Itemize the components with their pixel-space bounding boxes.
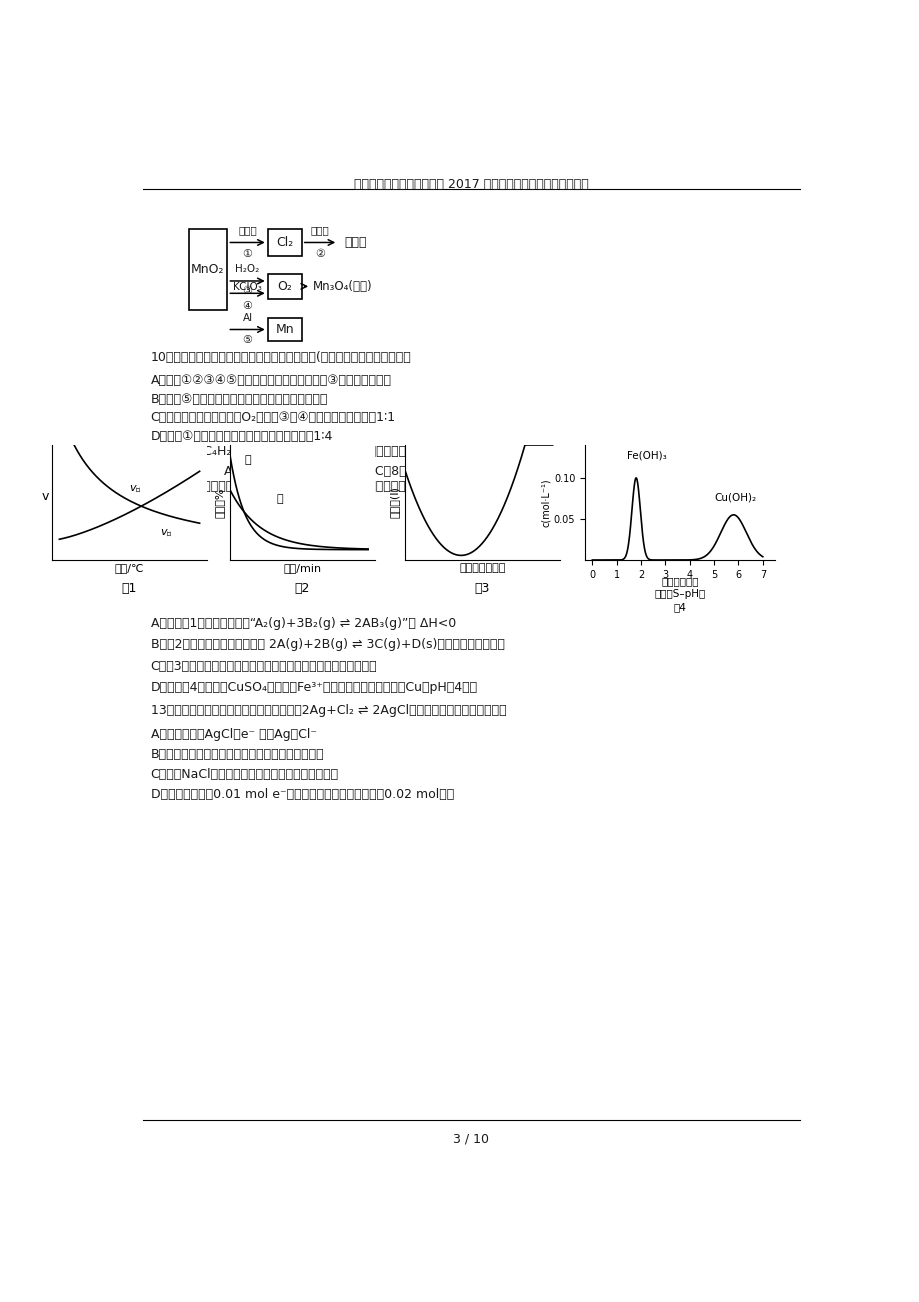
- Text: 图1: 图1: [121, 582, 137, 595]
- Text: 11．分子式为C₄H₂Cl₈的同分异构体共有（不考虑立体异构）（　　）: 11．分子式为C₄H₂Cl₈的同分异构体共有（不考虑立体异构）（ ）: [151, 445, 406, 458]
- Text: 乙: 乙: [276, 495, 283, 504]
- X-axis label: 时间/min: 时间/min: [283, 562, 322, 573]
- Text: ②: ②: [314, 249, 324, 259]
- Text: ⑤: ⑤: [243, 335, 252, 345]
- Y-axis label: 反应物%: 反应物%: [214, 487, 224, 518]
- Y-axis label: c(mol·L⁻¹): c(mol·L⁻¹): [540, 478, 550, 527]
- Text: 3 / 10: 3 / 10: [453, 1133, 489, 1146]
- Text: B．图2可能表示压强对可逆反应 2A(g)+2B(g) ⇌ 3C(g)+D(s)的影响，乙的压强大: B．图2可能表示压强对可逆反应 2A(g)+2B(g) ⇌ 3C(g)+D(s)…: [151, 638, 504, 651]
- Text: D．反应①中氧化剂与还原剂的物质的量之比为1∶4: D．反应①中氧化剂与还原剂的物质的量之比为1∶4: [151, 430, 333, 443]
- Text: A．根据图1可判断可逆反应“A₂(g)+3B₂(g) ⇌ 2AB₃(g)”的 ΔH<0: A．根据图1可判断可逆反应“A₂(g)+3B₂(g) ⇌ 2AB₃(g)”的 Δ…: [151, 617, 456, 630]
- Text: Fe(OH)₃: Fe(OH)₃: [626, 450, 666, 461]
- Text: H₂O₂: H₂O₂: [235, 264, 259, 273]
- Text: 12．化学中常用图像直观地描述化学反应的进程或结果。下列图像描述正确的是（　　）: 12．化学中常用图像直观地描述化学反应的进程或结果。下列图像描述正确的是（ ）: [151, 479, 451, 492]
- Text: $v_{正}$: $v_{正}$: [130, 483, 142, 495]
- Text: Mn: Mn: [275, 323, 294, 336]
- Text: MnO₂: MnO₂: [191, 263, 224, 276]
- Bar: [267, 229, 301, 255]
- Bar: [267, 318, 301, 341]
- Text: ④: ④: [243, 301, 252, 311]
- Text: 甲: 甲: [244, 456, 251, 465]
- Text: 漂白精: 漂白精: [344, 236, 367, 249]
- X-axis label: 新加入物质的量: 新加入物质的量: [459, 562, 505, 573]
- Text: Mn₃O₄(黑锦): Mn₃O₄(黑锦): [312, 280, 372, 293]
- Text: KClO₃: KClO₃: [233, 281, 262, 292]
- Text: C．若用NaCl溶液代替盐酸，则电池总反应随之改变: C．若用NaCl溶液代替盐酸，则电池总反应随之改变: [151, 768, 338, 781]
- Bar: [267, 273, 301, 298]
- Text: A．正极反应为AgCl＋e⁻ ＝＝Ag＋Cl⁻: A．正极反应为AgCl＋e⁻ ＝＝Ag＋Cl⁻: [151, 728, 316, 741]
- Text: 10．根据如图的转化关系判断下列说法正确的是(反应条件已略去）（　　）: 10．根据如图的转化关系判断下列说法正确的是(反应条件已略去）（ ）: [151, 352, 411, 365]
- Text: D．当电路中转移0.01 mol e⁻时，交换膜左侧溶液中约减少0.02 mol离子: D．当电路中转移0.01 mol e⁻时，交换膜左侧溶液中约减少0.02 mol…: [151, 788, 453, 801]
- Text: ①: ①: [243, 249, 252, 259]
- Text: 黑龙江省双鸭山市第一中学 2017 届高三化学上学期期末考试试题: 黑龙江省双鸭山市第一中学 2017 届高三化学上学期期末考试试题: [354, 178, 588, 191]
- Text: 石灰乳: 石灰乳: [311, 225, 329, 234]
- Text: 浓盐酸: 浓盐酸: [238, 225, 256, 234]
- Y-axis label: v: v: [41, 490, 49, 503]
- X-axis label: 温度/℃: 温度/℃: [115, 562, 144, 573]
- Text: A．10种          B．9种          C．8种          D．7种: A．10种 B．9种 C．8种 D．7种: [192, 465, 479, 478]
- Text: 难溶金属氢氧
化物的S–pH图
图4: 难溶金属氢氧 化物的S–pH图 图4: [653, 577, 705, 613]
- Text: C．相同条件下生成等量的O₂，反应③和④转移的电子数之比为1∶1: C．相同条件下生成等量的O₂，反应③和④转移的电子数之比为1∶1: [151, 411, 395, 424]
- Text: 图2: 图2: [294, 582, 310, 595]
- Text: D．根据图4，若除去CuSO₄溶液中的Fe³⁺可采用向溶液中加入适量Cu至pH在4左右: D．根据图4，若除去CuSO₄溶液中的Fe³⁺可采用向溶液中加入适量Cu至pH在…: [151, 681, 477, 694]
- Bar: [188, 229, 227, 310]
- Text: B．反应⑤说明该条件下铝可用于制燕点较高的金属: B．反应⑤说明该条件下铝可用于制燕点较高的金属: [151, 393, 328, 406]
- Text: Cu(OH)₂: Cu(OH)₂: [713, 492, 755, 503]
- Text: O₂: O₂: [277, 280, 292, 293]
- Text: C．图3可表示乙酸溶液中通入氨气至过量过程中溶液导电性的变化: C．图3可表示乙酸溶液中通入氨气至过量过程中溶液导电性的变化: [151, 660, 377, 673]
- Text: Al: Al: [243, 312, 253, 323]
- Text: ③: ③: [243, 286, 252, 297]
- Text: $v_{逆}$: $v_{逆}$: [160, 527, 173, 539]
- Text: 图3: 图3: [474, 582, 490, 595]
- Text: 13．某原电池装置如图所示，电池总反应为2Ag+Cl₂ ⇌ 2AgCl。下列说法正确的是（　　）: 13．某原电池装置如图所示，电池总反应为2Ag+Cl₂ ⇌ 2AgCl。下列说法…: [151, 704, 505, 717]
- Text: B．放电时，交换膜右侧溶液中有大量白色沉淠生成: B．放电时，交换膜右侧溶液中有大量白色沉淠生成: [151, 747, 323, 760]
- Text: Cl₂: Cl₂: [276, 236, 293, 249]
- Text: A．反应①②③④⑤均属于氧化还原反应，反应③还属于置换反应: A．反应①②③④⑤均属于氧化还原反应，反应③还属于置换反应: [151, 374, 391, 387]
- Y-axis label: 导电性(I): 导电性(I): [389, 487, 399, 518]
